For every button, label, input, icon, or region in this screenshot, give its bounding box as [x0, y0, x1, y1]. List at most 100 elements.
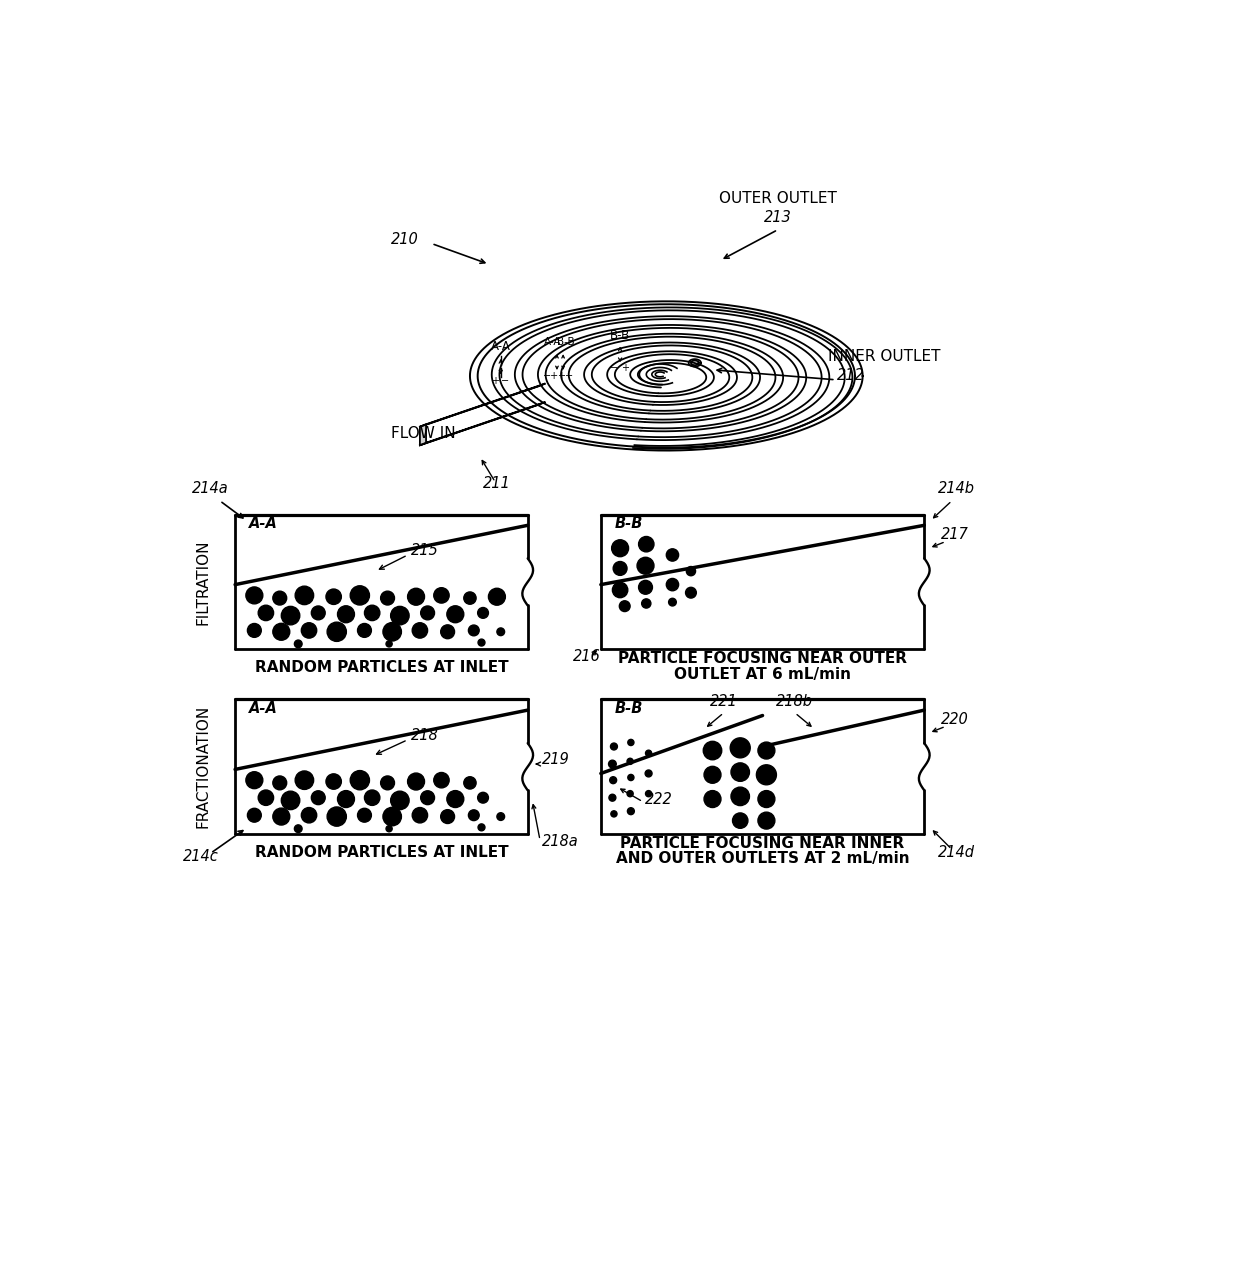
Circle shape: [666, 579, 678, 590]
Circle shape: [381, 776, 394, 790]
Circle shape: [258, 605, 274, 621]
Text: 217: 217: [941, 527, 968, 542]
Text: B-B: B-B: [558, 337, 575, 347]
Circle shape: [294, 640, 303, 647]
Text: −: −: [501, 375, 510, 385]
Text: +: +: [621, 364, 629, 373]
Circle shape: [641, 599, 651, 608]
Circle shape: [337, 791, 355, 808]
Text: A-A: A-A: [491, 340, 511, 352]
Text: FILTRATION: FILTRATION: [195, 539, 211, 625]
Circle shape: [301, 623, 316, 639]
Circle shape: [703, 742, 722, 759]
Circle shape: [408, 588, 424, 605]
Circle shape: [248, 808, 262, 822]
Circle shape: [627, 791, 634, 796]
Text: RANDOM PARTICLES AT INLET: RANDOM PARTICLES AT INLET: [254, 660, 508, 675]
Text: A-A: A-A: [249, 701, 278, 716]
Circle shape: [627, 808, 635, 814]
Circle shape: [686, 588, 697, 598]
Circle shape: [627, 775, 634, 781]
Text: +−: +−: [557, 371, 573, 382]
Text: 221: 221: [709, 695, 738, 709]
Circle shape: [686, 566, 696, 576]
Circle shape: [469, 810, 479, 820]
Circle shape: [627, 739, 634, 745]
Text: 216: 216: [573, 649, 601, 664]
Circle shape: [327, 806, 346, 827]
Circle shape: [704, 766, 720, 784]
Circle shape: [639, 537, 653, 552]
Text: 212: 212: [837, 368, 866, 383]
Circle shape: [611, 810, 618, 817]
Circle shape: [446, 605, 464, 623]
Text: 214c: 214c: [182, 848, 218, 864]
Circle shape: [326, 773, 341, 789]
Circle shape: [434, 588, 449, 603]
Circle shape: [357, 808, 372, 822]
Polygon shape: [420, 425, 427, 445]
Circle shape: [440, 810, 455, 823]
Circle shape: [365, 790, 379, 805]
Circle shape: [497, 813, 505, 820]
Circle shape: [639, 580, 652, 594]
Circle shape: [756, 764, 776, 785]
Circle shape: [311, 605, 325, 619]
Circle shape: [627, 758, 634, 764]
Circle shape: [281, 607, 300, 625]
Circle shape: [326, 589, 341, 604]
Circle shape: [758, 812, 775, 829]
Circle shape: [730, 787, 749, 805]
Text: 214d: 214d: [939, 845, 975, 860]
Circle shape: [613, 561, 627, 575]
Circle shape: [645, 770, 652, 777]
Circle shape: [469, 625, 479, 636]
Circle shape: [386, 826, 392, 832]
Text: A-A: A-A: [249, 516, 278, 532]
Text: AND OUTER OUTLETS AT 2 mL/min: AND OUTER OUTLETS AT 2 mL/min: [616, 851, 909, 866]
Text: 218a: 218a: [542, 833, 578, 848]
Circle shape: [383, 808, 402, 826]
Circle shape: [489, 588, 506, 605]
Circle shape: [477, 608, 489, 618]
Text: 215: 215: [410, 543, 439, 558]
Circle shape: [420, 791, 434, 805]
Text: 214b: 214b: [939, 481, 975, 496]
Text: −: −: [610, 364, 618, 373]
Circle shape: [412, 808, 428, 823]
Circle shape: [646, 791, 652, 796]
Text: B-B: B-B: [615, 701, 644, 716]
Circle shape: [609, 794, 616, 801]
Circle shape: [420, 605, 434, 619]
Circle shape: [327, 622, 346, 641]
Circle shape: [611, 539, 629, 557]
Circle shape: [258, 790, 274, 805]
Circle shape: [295, 771, 314, 790]
Circle shape: [350, 586, 370, 605]
Circle shape: [301, 808, 316, 823]
Text: 214a: 214a: [192, 481, 229, 496]
Text: 220: 220: [941, 711, 968, 726]
Text: B-B: B-B: [615, 516, 644, 532]
Circle shape: [248, 623, 262, 637]
Circle shape: [440, 625, 455, 639]
Text: 219: 219: [542, 752, 569, 767]
Circle shape: [464, 591, 476, 604]
Circle shape: [350, 771, 370, 790]
Circle shape: [311, 791, 325, 805]
Circle shape: [464, 777, 476, 789]
Circle shape: [246, 586, 263, 604]
Circle shape: [730, 738, 750, 758]
Text: 222: 222: [645, 792, 673, 808]
Circle shape: [273, 591, 286, 605]
Circle shape: [365, 605, 379, 621]
Circle shape: [337, 605, 355, 623]
Circle shape: [730, 763, 749, 781]
Text: PARTICLE FOCUSING NEAR OUTER: PARTICLE FOCUSING NEAR OUTER: [618, 651, 906, 667]
Circle shape: [479, 824, 485, 831]
Circle shape: [386, 641, 392, 647]
Text: B-B: B-B: [610, 329, 630, 342]
Circle shape: [477, 792, 489, 803]
Circle shape: [668, 598, 676, 605]
Text: 211: 211: [484, 476, 511, 491]
